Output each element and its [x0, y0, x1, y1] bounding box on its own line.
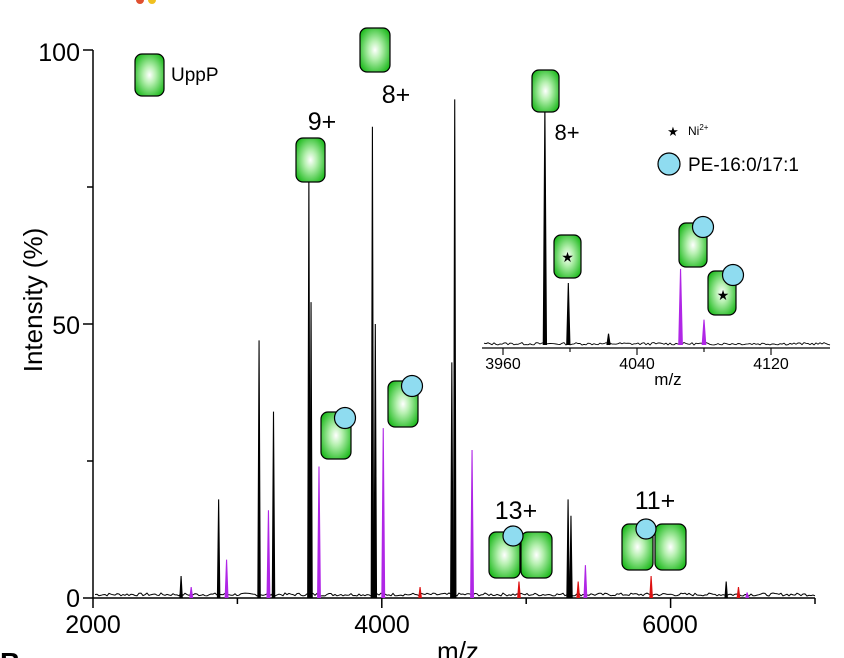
apo-peak	[566, 499, 570, 599]
lipid-icon	[333, 406, 357, 430]
lipid-bound-peak	[266, 510, 271, 599]
ni-star-icon: ★	[717, 287, 730, 303]
lipid-icon	[400, 374, 424, 398]
y-tick-label: 0	[66, 585, 80, 613]
inset-x-tick-label: 4040	[619, 356, 655, 373]
inset-x-axis-title: m/z	[654, 370, 681, 389]
minor-peak	[418, 586, 422, 599]
inset-panel: 3960 4040 4120 m/z 8+ ★ ★ ★ Ni2+ PE-16:0…	[482, 69, 831, 389]
apo-peak	[373, 323, 378, 599]
protein-icon	[295, 137, 326, 183]
lipid-bound-peak	[224, 559, 229, 599]
apo-peak	[309, 302, 313, 599]
apo-peak	[450, 362, 454, 599]
apo-peak	[724, 581, 728, 599]
y-tick-label: 100	[38, 39, 80, 67]
protein-icon	[359, 27, 391, 73]
minor-peak	[649, 576, 653, 599]
minor-peak	[576, 581, 581, 599]
legend-uppp-label: UppP	[171, 65, 219, 86]
inset-apo-peak	[606, 333, 611, 346]
protein-icon	[531, 69, 560, 113]
apo-peak	[179, 576, 183, 599]
cropped-panel-letter: B	[0, 647, 20, 658]
main-axes: 0 50 100 2000 4000 6000 m/z Intensity (%…	[18, 39, 816, 658]
x-tick-label: 6000	[642, 611, 698, 639]
apo-peak	[569, 515, 573, 599]
inset-peaks	[542, 105, 707, 346]
protein-icon	[654, 523, 687, 571]
minor-peak	[517, 581, 521, 599]
y-axis-title: Intensity (%)	[18, 228, 48, 373]
cropped-icon-fragment	[136, 0, 144, 4]
inset-legend-ni: Ni2+	[688, 123, 709, 138]
peak-icons	[295, 27, 687, 579]
lipid-icon	[691, 215, 715, 239]
legend-uppp: UppP	[134, 53, 219, 97]
lipid-bound-peak	[189, 586, 194, 599]
charge-label-11plus: 11+	[635, 487, 676, 515]
apo-peak	[257, 340, 261, 599]
x-axis-title: m/z	[437, 636, 479, 658]
lipid-bound-peak	[583, 565, 588, 599]
charge-label-9plus: 9+	[308, 108, 337, 136]
lipid-icon	[502, 525, 524, 547]
inset-x-tick-label: 3960	[485, 356, 521, 373]
apo-peak	[216, 499, 221, 599]
star-icon: ★	[667, 124, 679, 139]
inset-baseline-noise	[483, 341, 831, 346]
lipid-icon	[635, 518, 657, 540]
inset-lipid-peak	[701, 319, 707, 346]
lipid-bound-peak	[470, 450, 474, 599]
x-tick-label: 4000	[354, 611, 410, 639]
protein-icon	[520, 531, 553, 579]
inset-charge-label-8plus: 8+	[554, 120, 579, 145]
lipid-legend-icon	[657, 152, 681, 176]
x-tick-label: 2000	[65, 611, 121, 639]
protein-icon-ni	[553, 234, 582, 279]
minor-peak	[736, 586, 741, 599]
y-tick-label: 50	[52, 312, 80, 340]
charge-label-13plus: 13+	[495, 497, 537, 525]
lipid-bound-peak	[745, 592, 750, 599]
inset-apo-peak	[566, 283, 571, 346]
lipid-bound-peak	[317, 466, 321, 599]
protein-icon	[134, 53, 165, 97]
apo-peak	[370, 126, 375, 599]
inset-lipid-peak	[678, 268, 683, 346]
lipid-icon	[721, 263, 745, 287]
lipid-bound-peak	[381, 428, 386, 599]
inset-x-tick-label: 4120	[753, 356, 789, 373]
cropped-icon-fragment	[148, 0, 156, 4]
apo-peak	[452, 99, 457, 599]
main-peaks	[179, 99, 750, 599]
ni-star-icon: ★	[561, 249, 574, 265]
inset-legend-lipid: PE-16:0/17:1	[688, 155, 799, 176]
inset-apo-peak	[542, 105, 548, 346]
apo-peak	[271, 411, 276, 599]
charge-label-8plus: 8+	[382, 81, 411, 109]
